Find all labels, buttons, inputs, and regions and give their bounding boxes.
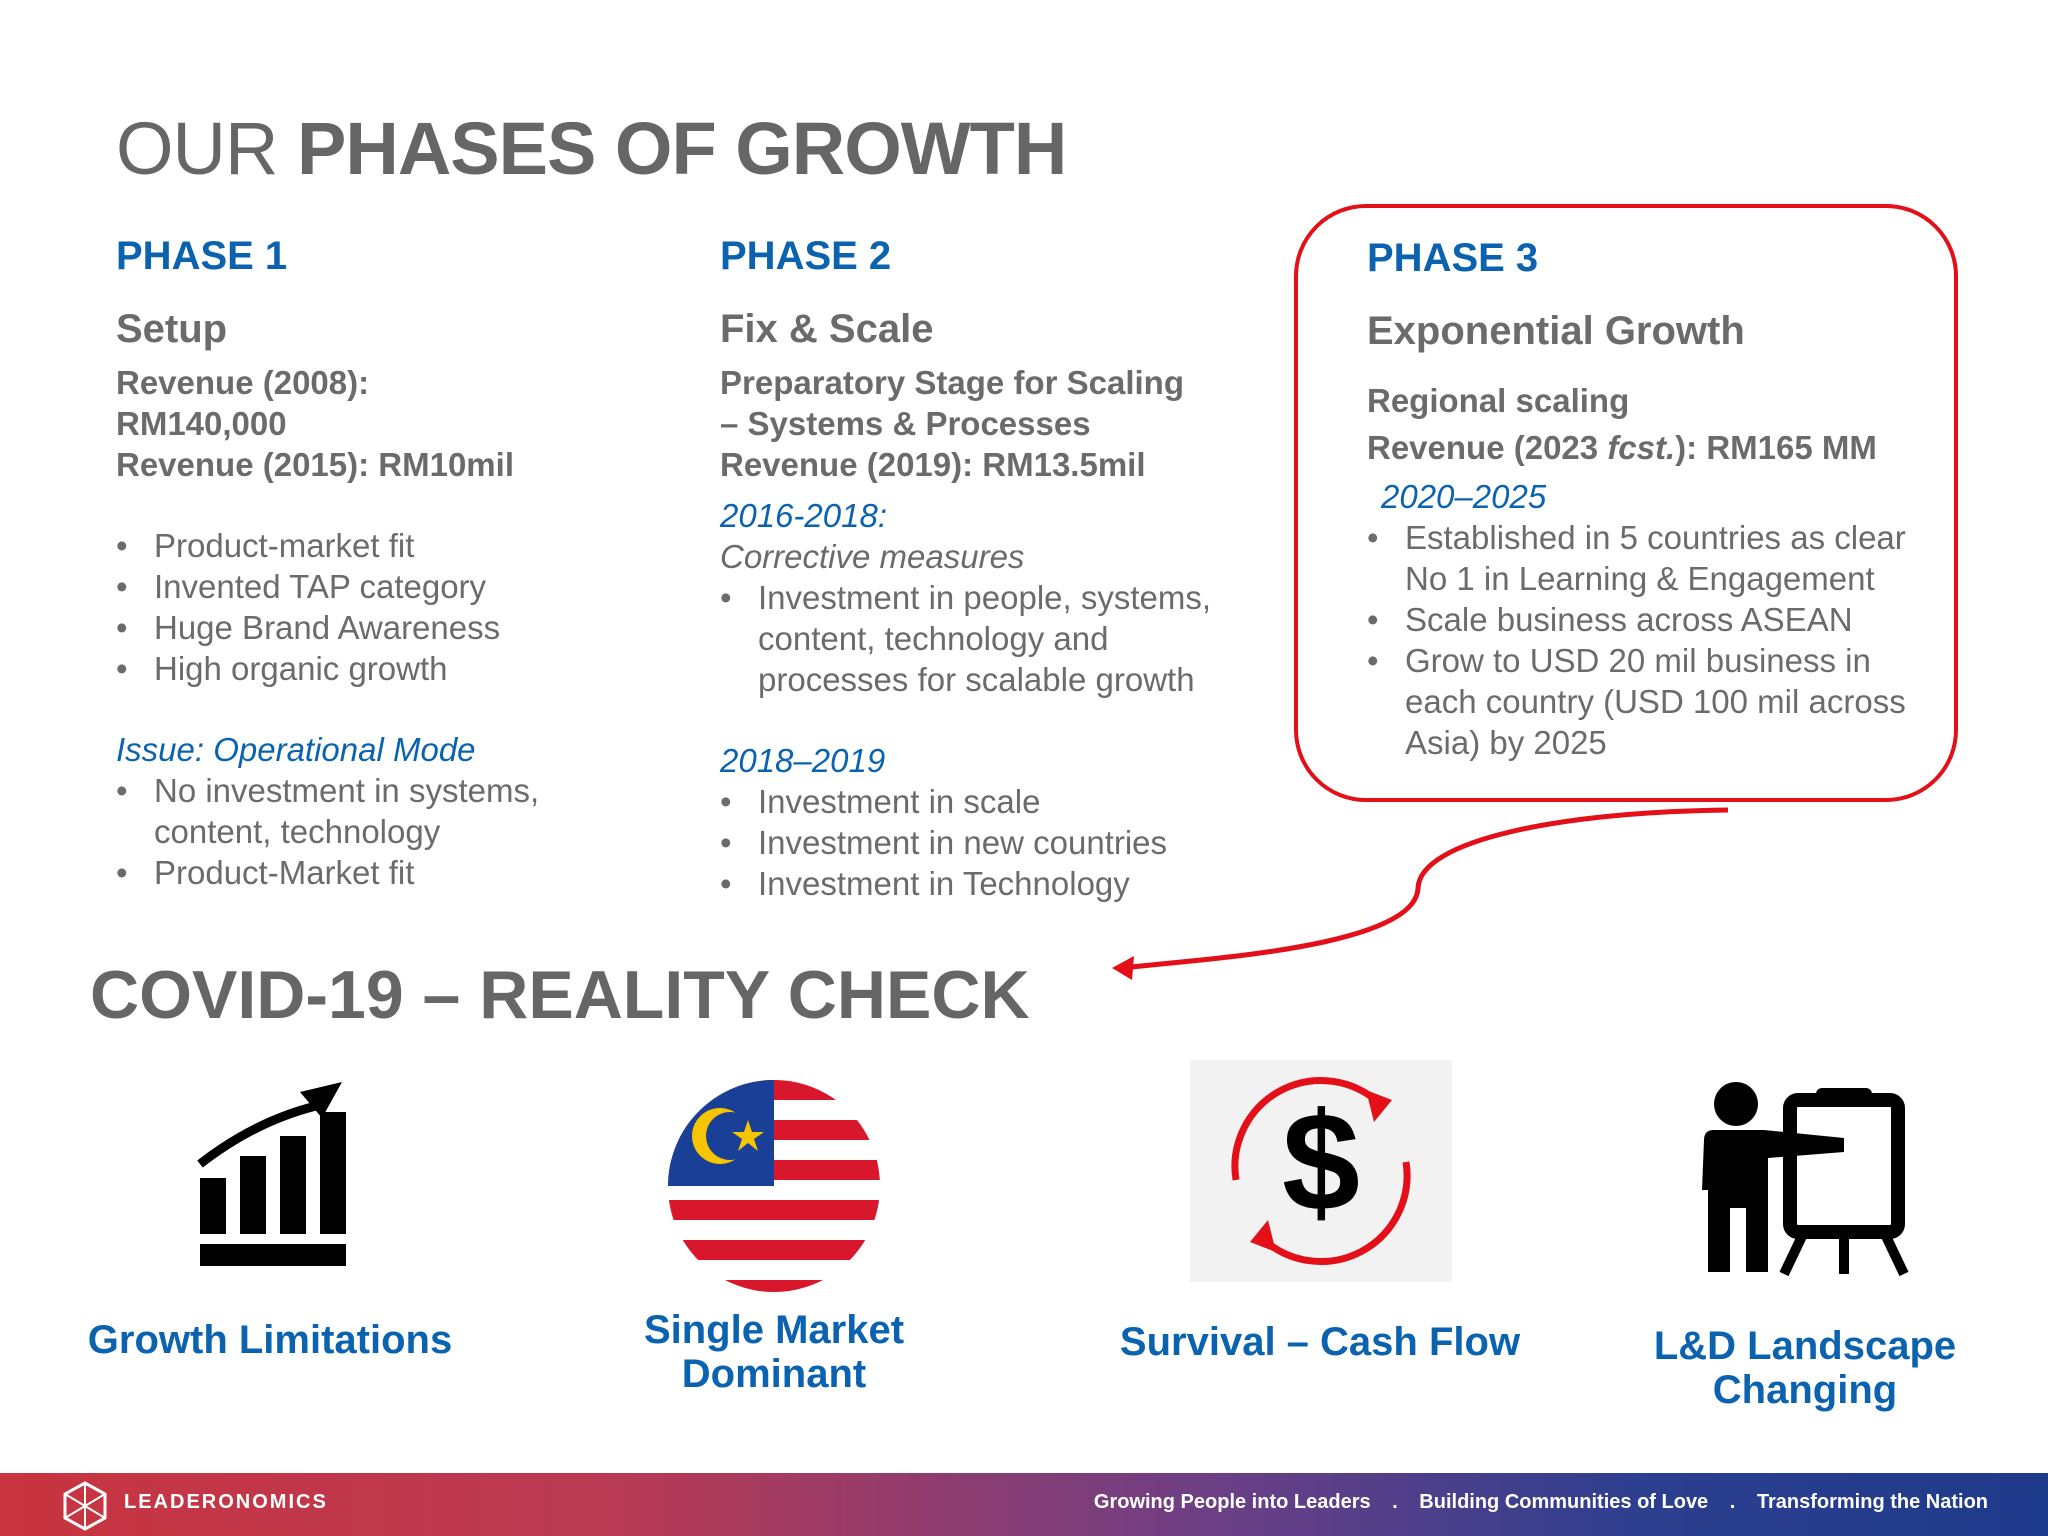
phase-3-column: PHASE 3 Exponential Growth Regional scal… [1367,236,1947,763]
footer-separator: . [1729,1491,1736,1513]
phase-2-revenue: Preparatory Stage for Scaling – Systems … [720,362,1300,485]
phase-2-period-1-bullets: Investment in people, systems, content, … [720,577,1300,700]
phase-3-highlight-box [1294,204,1958,802]
list-item: Product-Market fit [116,852,676,893]
presenter-icon [1702,1082,1909,1277]
phase-1-column: PHASE 1 Setup Revenue (2008): RM140,000 … [116,234,676,893]
phase-1-bullets: Product-market fit Invented TAP category… [116,525,676,689]
phase-1-revenue: Revenue (2008): RM140,000 Revenue (2015)… [116,362,676,485]
challenge-cash-flow-label-wrap: Survival – Cash Flow [1100,1320,1540,1364]
list-item: Investment in scale [720,781,1300,822]
list-item: Huge Brand Awareness [116,607,676,648]
phase-2-revenue-line: Preparatory Stage for Scaling [720,364,1184,401]
phase-2-label: PHASE 2 [720,234,892,278]
phase-3-bullets: Established in 5 countries as clear No 1… [1367,517,1947,763]
phase-3-scaling: Regional scaling [1367,382,1630,419]
challenge-cash-flow: $ [1190,1060,1452,1282]
phase-3-revenue: Revenue (2023 fcst.): RM165 MM [1367,427,1947,468]
phase-1-name: Setup [116,307,228,351]
list-item: Investment in Technology [720,863,1300,904]
list-item: Grow to USD 20 mil business in each coun… [1367,640,1945,763]
phase-3-revenue-suffix: ): RM165 MM [1675,429,1877,466]
challenge-single-market-label: Single Market Dominant [643,1308,905,1396]
phase-2-period-1: 2016-2018: [720,497,887,534]
challenge-single-market [668,1080,880,1297]
list-item: Investment in new countries [720,822,1300,863]
malaysia-flag-icon [668,1080,880,1292]
phase-2-revenue-line: – Systems & Processes [720,405,1091,442]
arrow-curve [1123,807,1729,971]
challenge-growth-label: Growth Limitations [87,1318,453,1362]
challenge-ld-landscape-label-wrap: L&D Landscape Changing [1610,1324,2000,1412]
footer-tagline: Growing People into Leaders . Building C… [1094,1491,1988,1514]
phase-3-revenue-prefix: Revenue (2023 [1367,429,1608,466]
phase-1-issue-bullets: No investment in systems, content, techn… [116,770,676,893]
challenge-cash-flow-label: Survival – Cash Flow [1119,1320,1521,1364]
challenge-growth-label-wrap: Growth Limitations [60,1318,480,1362]
challenge-growth [176,1076,366,1281]
phase-1-revenue-line: Revenue (2015): RM10mil [116,446,514,483]
phase-2-period-2-bullets: Investment in scale Investment in new co… [720,781,1300,904]
footer-brand: LEADERONOMICS [124,1491,328,1513]
growth-chart-icon [197,1082,346,1266]
footer-bar: LEADERONOMICS Growing People into Leader… [0,1473,2048,1536]
phase-1-revenue-line: Revenue (2008): [116,364,370,401]
footer-tagline-item: Transforming the Nation [1756,1491,1988,1513]
phase-3-label: PHASE 3 [1367,236,1539,280]
list-item: Invented TAP category [116,566,676,607]
challenge-ld-landscape-label: L&D Landscape Changing [1653,1324,1957,1412]
phase-2-revenue-line: Revenue (2019): RM13.5mil [720,446,1146,483]
covid-section-title: COVID-19 – REALITY CHECK [90,957,1030,1033]
phase-1-label: PHASE 1 [116,234,288,278]
arrow-head-icon [1112,956,1134,980]
phase-3-name: Exponential Growth [1367,309,1745,353]
page-title-light: OUR [116,107,278,190]
phase-3-period: 2020–2025 [1381,478,1547,515]
page-title: OUR PHASES OF GROWTH [116,106,1067,191]
phase-3-revenue-fcst: fcst. [1607,429,1676,466]
list-item: Product-market fit [116,525,676,566]
challenge-ld-landscape [1694,1080,1914,1285]
phase-2-period-2: 2018–2019 [720,742,886,779]
phase-1-revenue-line: RM140,000 [116,405,287,442]
list-item: Scale business across ASEAN [1367,599,1947,640]
phase-1-issue-heading: Issue: Operational Mode [116,731,476,768]
list-item: Established in 5 countries as clear No 1… [1367,517,1945,599]
cash-flow-icon: $ [1231,1077,1411,1265]
page-title-bold: PHASES OF GROWTH [297,107,1067,190]
list-item: No investment in systems, content, techn… [116,770,594,852]
challenge-single-market-label-wrap: Single Market Dominant [574,1308,974,1396]
list-item: High organic growth [116,648,676,689]
phase-2-column: PHASE 2 Fix & Scale Preparatory Stage fo… [720,234,1300,904]
footer-separator: . [1392,1491,1398,1513]
svg-text:$: $ [1282,1083,1360,1240]
phase-2-period-1-sub: Corrective measures [720,538,1025,575]
list-item: Investment in people, systems, content, … [720,577,1258,700]
leaderonomics-logo-icon [63,1481,107,1531]
phase-2-name: Fix & Scale [720,307,934,351]
footer-tagline-item: Growing People into Leaders [1093,1491,1371,1513]
footer-tagline-item: Building Communities of Love [1419,1491,1709,1513]
